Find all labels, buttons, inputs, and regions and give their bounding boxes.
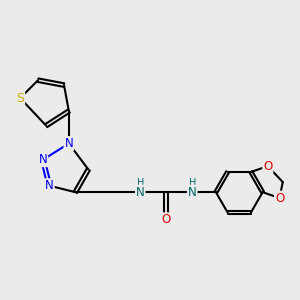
Text: O: O [263,160,272,172]
Text: N: N [136,186,145,199]
Text: N: N [38,153,47,166]
Text: H: H [188,178,196,188]
Text: O: O [275,191,284,205]
Text: O: O [162,213,171,226]
Text: N: N [188,186,197,199]
Text: S: S [16,92,24,105]
Text: N: N [64,137,73,150]
Text: H: H [136,178,144,188]
Text: N: N [45,179,54,192]
